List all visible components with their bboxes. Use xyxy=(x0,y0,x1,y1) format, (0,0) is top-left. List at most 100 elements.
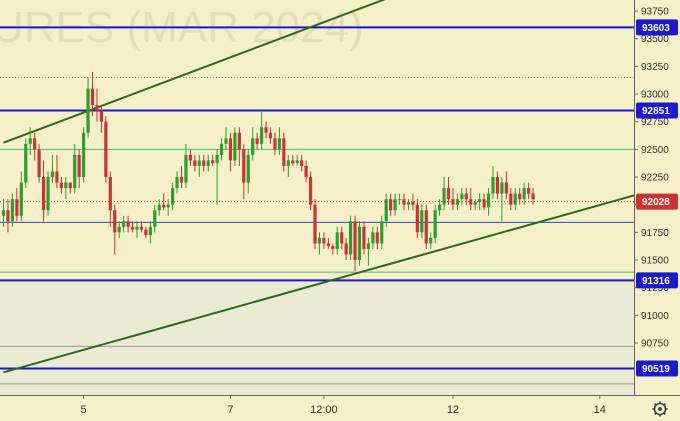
candle xyxy=(179,165,184,189)
candle-body xyxy=(362,226,366,249)
candle-body xyxy=(86,88,90,133)
candle xyxy=(300,154,304,172)
price-label-text: 92851 xyxy=(642,106,670,117)
candle-body xyxy=(68,182,72,189)
price-label-text: 92028 xyxy=(642,197,670,208)
candle-body xyxy=(415,204,419,233)
candle xyxy=(451,188,455,211)
candle-body xyxy=(264,127,268,133)
candle xyxy=(24,138,28,189)
candle xyxy=(527,182,531,200)
candle-body xyxy=(255,138,259,144)
y-tick-label: 91250 xyxy=(641,283,669,294)
candle-body xyxy=(55,171,59,183)
candle xyxy=(286,154,290,178)
x-tick-label: 12:00 xyxy=(310,404,338,416)
candle xyxy=(202,154,206,172)
candle xyxy=(108,171,112,227)
candle xyxy=(500,177,504,222)
x-tick-label: 14 xyxy=(594,404,606,416)
candle-body xyxy=(486,193,491,208)
candle xyxy=(353,215,357,272)
candle-body xyxy=(313,204,317,244)
candle-body xyxy=(126,221,130,227)
candle-body xyxy=(527,188,531,194)
candle xyxy=(371,226,375,249)
candle xyxy=(415,199,419,238)
candle xyxy=(206,154,210,172)
candle-body xyxy=(188,154,192,161)
candle-body xyxy=(246,154,250,183)
candle-body xyxy=(197,160,201,166)
price-label-box xyxy=(636,19,678,36)
horizontal-lines xyxy=(0,26,634,385)
candle xyxy=(148,221,152,244)
candle-body xyxy=(99,110,103,122)
candle xyxy=(55,154,59,189)
candle xyxy=(99,105,103,133)
y-tick-label: 90750 xyxy=(641,338,669,349)
candle xyxy=(357,221,362,266)
candle-body xyxy=(464,193,468,200)
candle-body xyxy=(380,221,384,244)
candle xyxy=(317,232,322,255)
candle xyxy=(171,182,175,211)
level-shade-zone xyxy=(0,280,634,395)
candle xyxy=(486,188,491,216)
settings-button[interactable] xyxy=(652,401,668,417)
time-axis-bg xyxy=(0,395,680,421)
candle-body xyxy=(251,138,255,155)
candle-body xyxy=(206,160,210,166)
candle xyxy=(340,226,344,249)
candle-body xyxy=(228,138,233,161)
candle xyxy=(366,237,370,266)
price-label-text: 93603 xyxy=(642,23,670,34)
candle xyxy=(375,226,379,249)
candle-body xyxy=(300,160,304,166)
candle-body xyxy=(233,132,237,161)
candle-body xyxy=(357,226,362,261)
candle-body xyxy=(50,171,55,178)
candle-body xyxy=(108,177,112,211)
candle xyxy=(264,121,268,139)
candle-body xyxy=(224,138,228,144)
candle xyxy=(478,193,482,211)
candle xyxy=(215,149,219,205)
candle-body xyxy=(411,201,415,205)
candle xyxy=(233,127,237,166)
candle-body xyxy=(59,182,63,189)
candle-body xyxy=(260,127,264,144)
candle-body xyxy=(219,143,224,155)
candle xyxy=(33,132,37,161)
candle-body xyxy=(162,204,166,208)
candle xyxy=(384,193,388,227)
candle-body xyxy=(420,210,424,233)
candle xyxy=(246,149,250,194)
candle xyxy=(68,182,72,194)
candle xyxy=(188,149,192,166)
gear-icon-tooth xyxy=(654,412,657,415)
candle-body xyxy=(10,199,14,222)
candle xyxy=(219,138,224,161)
price-label-92851: 92851 xyxy=(636,102,678,119)
candle-body xyxy=(438,204,442,211)
candle-body xyxy=(28,138,32,144)
candle-body xyxy=(95,105,99,111)
candle-body xyxy=(500,182,504,194)
y-tick-label: 91750 xyxy=(641,228,669,239)
candle-body xyxy=(113,210,117,233)
candle xyxy=(10,193,14,227)
candle-body xyxy=(184,154,188,183)
candle xyxy=(157,199,161,216)
candle xyxy=(522,182,526,205)
price-label-text: 90519 xyxy=(642,364,670,375)
candle-body xyxy=(397,199,402,201)
candle-body xyxy=(215,154,219,164)
candle xyxy=(28,127,32,155)
candle xyxy=(228,132,233,172)
candle-body xyxy=(130,226,135,230)
candle-body xyxy=(24,143,28,183)
price-label-box xyxy=(636,272,678,289)
candle-body xyxy=(308,177,313,205)
candle-body xyxy=(446,188,451,200)
